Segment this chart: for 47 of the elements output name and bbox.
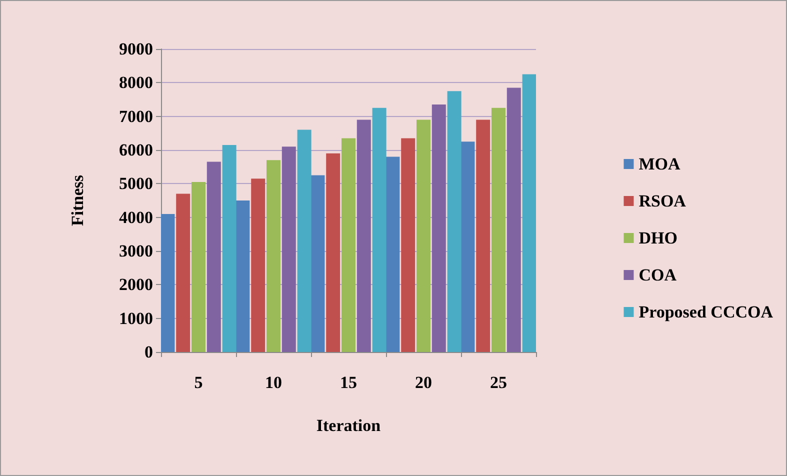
legend-label: MOA [638, 154, 681, 174]
y-axis-title: Fitness [68, 174, 87, 226]
legend-label: Proposed CCCOA [638, 302, 774, 322]
bar [192, 182, 206, 352]
x-tick-label: 20 [415, 373, 432, 392]
bar [251, 178, 266, 352]
bar [372, 108, 386, 352]
x-axis-title: Iteration [316, 416, 382, 435]
bar [176, 194, 190, 352]
bar [401, 138, 416, 352]
y-tick-label: 9000 [119, 40, 153, 58]
bar [476, 120, 490, 352]
y-tick-label: 3000 [119, 242, 153, 260]
bar [266, 160, 280, 352]
y-tick-label: 1000 [119, 308, 153, 328]
bar [447, 91, 462, 352]
bar [297, 130, 312, 352]
y-tick-label: 5000 [119, 174, 153, 194]
y-tick-label: 7000 [119, 106, 153, 126]
bar [161, 214, 175, 352]
bar [342, 138, 356, 352]
y-tick-label: 0 [144, 342, 153, 362]
bar [282, 146, 296, 352]
bar [386, 156, 400, 352]
y-tick-label: 6000 [119, 140, 153, 160]
bar [236, 200, 250, 352]
legend-label: RSOA [638, 192, 687, 210]
legend-label: DHO [638, 228, 678, 248]
x-tick-label: 10 [265, 373, 282, 392]
x-tick-label: 5 [194, 373, 203, 392]
y-tick-label: 2000 [119, 275, 153, 294]
y-tick-label: 8000 [119, 73, 153, 92]
x-tick-label: 15 [340, 373, 357, 392]
bar [416, 120, 430, 352]
bar [356, 120, 371, 352]
bar [522, 74, 536, 352]
legend-label: COA [638, 266, 678, 284]
y-tick-label: 4000 [119, 208, 153, 227]
bar [222, 144, 236, 352]
bar [310, 175, 325, 352]
bar [492, 108, 506, 352]
bar [206, 162, 221, 352]
bar [326, 153, 340, 352]
bar [506, 88, 521, 352]
bar [432, 104, 446, 352]
bar [460, 142, 475, 352]
x-tick-label: 25 [490, 373, 507, 392]
